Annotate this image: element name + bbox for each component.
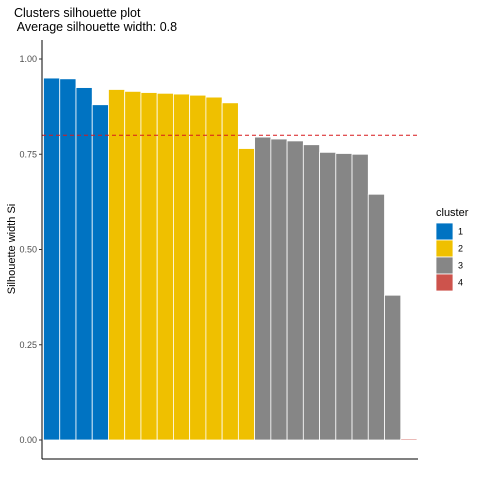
y-tick-label: 0.50: [19, 245, 37, 255]
silhouette-bar: [108, 89, 126, 441]
chart-subtitle: Average silhouette width: 0.8: [14, 20, 177, 34]
silhouette-bar: [75, 87, 93, 441]
silhouette-bar: [140, 92, 158, 441]
silhouette-bar: [286, 140, 304, 441]
silhouette-bar: [173, 93, 191, 441]
y-tick-label: 0.00: [19, 435, 37, 445]
legend-label-4: 4: [458, 278, 463, 288]
silhouette-bar: [351, 153, 369, 441]
legend: cluster 1 2 3 4: [435, 207, 469, 292]
silhouette-bar: [91, 104, 109, 441]
silhouette-bar: [221, 102, 239, 441]
chart-title: Clusters silhouette plot: [14, 6, 141, 20]
silhouette-bar: [384, 294, 402, 441]
y-axis-title: Silhouette width Si: [6, 204, 18, 295]
legend-key-3: [435, 256, 454, 275]
bars-layer: [43, 77, 418, 441]
y-tick-label: 1.00: [19, 54, 37, 64]
legend-label-2: 2: [458, 244, 463, 254]
legend-key-1: [435, 222, 454, 241]
legend-title: cluster: [436, 207, 469, 219]
silhouette-bar: [59, 78, 77, 441]
silhouette-bar: [400, 438, 418, 441]
axes-layer: 0.00 0.25 0.50 0.75 1.00: [19, 40, 418, 460]
legend-key-2: [435, 239, 454, 258]
silhouette-bar: [156, 92, 174, 441]
y-tick-label: 0.75: [19, 149, 37, 159]
silhouette-bar: [270, 138, 288, 441]
silhouette-bar: [43, 77, 61, 441]
legend-label-3: 3: [458, 261, 463, 271]
silhouette-bar: [335, 153, 353, 441]
silhouette-bar: [319, 151, 337, 441]
silhouette-bar: [367, 193, 385, 441]
silhouette-bar: [302, 144, 320, 441]
silhouette-bar: [189, 94, 207, 441]
y-tick-label: 0.25: [19, 340, 37, 350]
legend-key-4: [435, 273, 454, 292]
silhouette-bar: [205, 96, 223, 441]
silhouette-bar: [237, 148, 256, 441]
legend-label-1: 1: [458, 227, 463, 237]
silhouette-bar: [124, 90, 142, 441]
silhouette-bar: [254, 136, 272, 441]
